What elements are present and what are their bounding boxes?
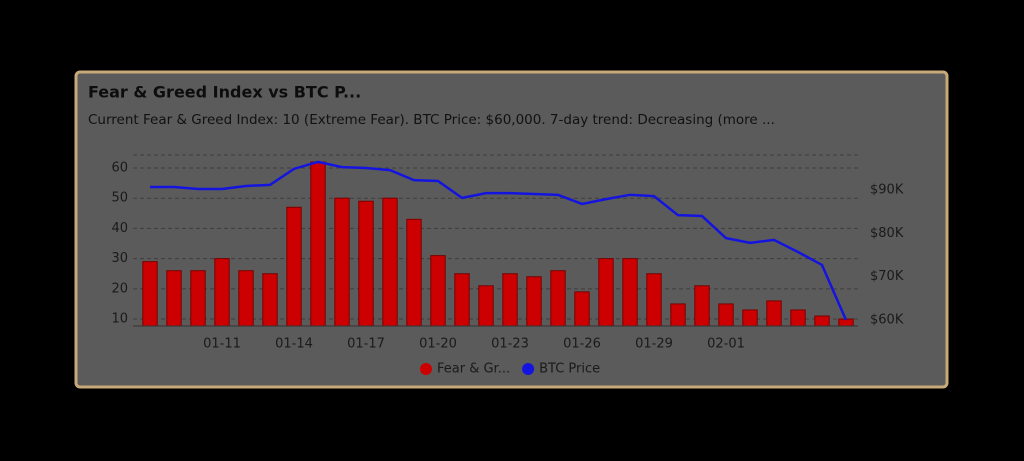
bar bbox=[310, 161, 326, 327]
bar bbox=[334, 197, 350, 327]
bar bbox=[406, 218, 422, 327]
y2-tick-label: $70K bbox=[870, 269, 904, 284]
bar bbox=[502, 273, 518, 327]
x-tick-label: 01-29 bbox=[635, 337, 673, 352]
bar bbox=[142, 261, 158, 327]
bar bbox=[790, 309, 806, 327]
bar bbox=[742, 309, 758, 327]
bar bbox=[190, 270, 206, 327]
bar bbox=[766, 300, 782, 327]
bar bbox=[214, 258, 230, 327]
bar bbox=[718, 303, 734, 327]
legend-marker bbox=[522, 363, 535, 375]
bar bbox=[262, 273, 278, 327]
bar bbox=[550, 270, 566, 327]
x-tick-label: 01-17 bbox=[347, 337, 385, 352]
x-tick-label: 01-23 bbox=[491, 337, 529, 352]
y2-tick-label: $80K bbox=[870, 226, 904, 241]
bar bbox=[574, 291, 590, 327]
legend-label: BTC Price bbox=[539, 362, 600, 377]
x-tick-label: 01-11 bbox=[203, 337, 241, 352]
bar bbox=[454, 273, 470, 327]
bar bbox=[838, 318, 854, 327]
x-tick-label: 01-20 bbox=[419, 337, 457, 352]
x-tick-label: 01-26 bbox=[563, 337, 601, 352]
y-tick-label: 50 bbox=[111, 191, 128, 206]
y-tick-label: 20 bbox=[111, 281, 128, 296]
bar bbox=[430, 255, 446, 327]
chart-title: Fear & Greed Index vs BTC P... bbox=[88, 83, 361, 102]
bar bbox=[814, 315, 830, 327]
y-tick-label: 10 bbox=[111, 312, 128, 327]
x-tick-label: 02-01 bbox=[707, 337, 745, 352]
bar bbox=[286, 206, 302, 327]
bar bbox=[622, 258, 638, 327]
y-tick-label: 60 bbox=[111, 160, 128, 175]
y-tick-label: 30 bbox=[111, 251, 128, 266]
line bbox=[150, 160, 848, 321]
bar bbox=[694, 285, 710, 327]
bar bbox=[478, 285, 494, 327]
chart-subtitle: Current Fear & Greed Index: 10 (Extreme … bbox=[88, 112, 775, 128]
y2-tick-label: $60K bbox=[870, 312, 904, 327]
bar bbox=[358, 200, 374, 327]
y-tick-label: 40 bbox=[111, 221, 128, 236]
bar bbox=[238, 270, 254, 327]
y2-tick-label: $90K bbox=[870, 183, 904, 198]
bar bbox=[166, 270, 182, 327]
x-tick-label: 01-14 bbox=[275, 337, 313, 352]
legend-label: Fear & Gr... bbox=[437, 362, 510, 377]
bar bbox=[526, 276, 542, 327]
bar bbox=[646, 273, 662, 327]
bar bbox=[670, 303, 686, 327]
legend-marker bbox=[420, 363, 432, 375]
bar bbox=[598, 258, 614, 327]
bar bbox=[382, 197, 398, 327]
